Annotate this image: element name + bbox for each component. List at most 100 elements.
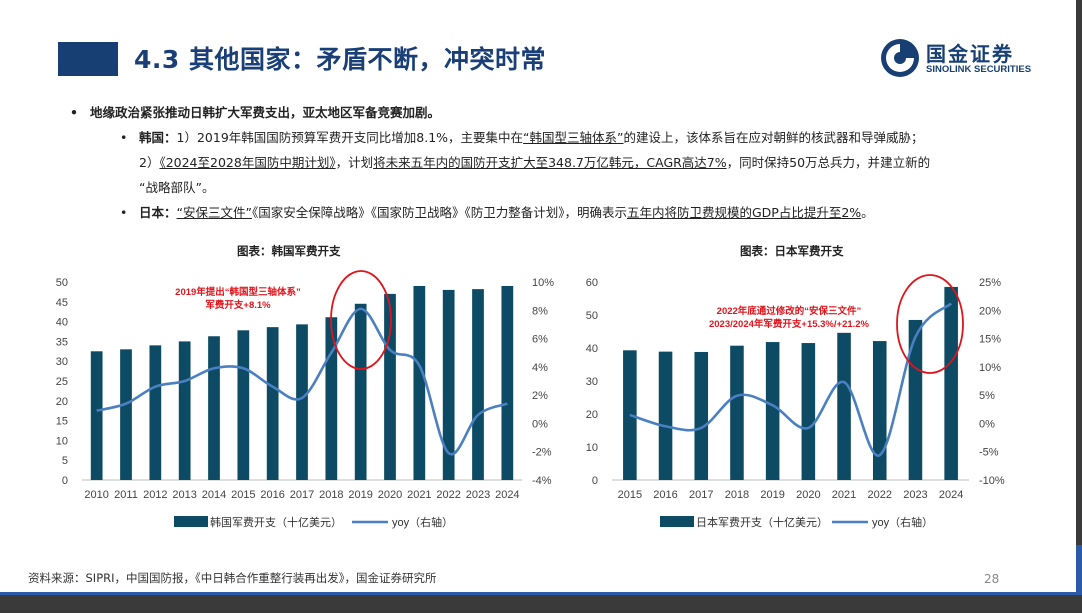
x-tick-label: 2022 — [868, 489, 892, 501]
bullet-list: • 地缘政治紧张推动日韩扩大军费支出，亚太地区军备竞赛加剧。 • 韩国：1）2019… — [70, 100, 1060, 225]
logo-text-en: SINOLINK SECURITIES — [926, 64, 1032, 75]
y-right-tick-label: 0% — [532, 418, 548, 430]
bar-2019 — [765, 342, 780, 480]
x-tick-label: 2016 — [653, 489, 677, 501]
y-right-tick-label: 8% — [532, 305, 548, 317]
x-tick-label: 2010 — [84, 489, 108, 501]
y-right-tick-label: -10% — [979, 475, 1005, 487]
bar-2024 — [944, 286, 958, 480]
y-left-tick-label: 10 — [586, 442, 598, 454]
korea-text-1: 1）2019年韩国国防预算军费开支同比增加8.1%，主要集中在 — [176, 130, 524, 145]
bar-2018 — [325, 317, 338, 480]
x-tick-label: 2024 — [939, 489, 963, 501]
y-right-tick-label: 5% — [979, 390, 995, 402]
legend-bar-swatch — [174, 516, 208, 527]
japan-text-end: 。 — [861, 205, 874, 220]
y-right-tick-label: 4% — [532, 362, 548, 374]
y-left-tick-label: 5 — [62, 455, 68, 467]
legend-bar-label: 日本军费开支（十亿美元） — [696, 515, 828, 529]
x-tick-label: 2016 — [260, 489, 284, 501]
korea-line-3: “战略部队”。 — [70, 175, 1060, 200]
x-tick-label: 2020 — [378, 489, 402, 501]
x-tick-label: 2011 — [114, 489, 138, 501]
bullet-dot: • — [120, 205, 128, 220]
x-tick-label: 2014 — [202, 489, 226, 501]
japan-text-1: 《国家安全保障战略》《国家防卫战略》《防卫力整备计划》，明确表示 — [251, 205, 627, 220]
bar-2022 — [442, 289, 455, 480]
bullet-japan: • 日本：“安保三文件”《国家安全保障战略》《国家防卫战略》《防卫力整备计划》，明… — [70, 200, 1060, 225]
japan-chart-title: 图表：日本军费开支 — [740, 244, 844, 258]
japan-lead: 日本： — [139, 205, 177, 220]
bar-2017 — [694, 351, 709, 480]
y-left-tick-label: 60 — [586, 277, 598, 289]
korea-lead: 韩国： — [139, 130, 177, 145]
legend-line-label: yoy（右轴） — [392, 515, 453, 529]
x-tick-label: 2019 — [348, 489, 372, 501]
bar-2024 — [501, 285, 514, 480]
y-right-tick-label: 20% — [979, 305, 1001, 317]
highlight-circle — [896, 274, 964, 374]
y-left-tick-label: 35 — [56, 336, 68, 348]
highlight-circle — [330, 270, 392, 370]
title-accent-bar — [58, 42, 118, 76]
page-title: 4.3 其他国家：矛盾不断，冲突时常 — [134, 45, 546, 74]
legend-bar-swatch — [660, 516, 694, 527]
y-right-tick-label: 6% — [532, 334, 548, 346]
y-left-tick-label: 40 — [586, 343, 598, 355]
x-tick-label: 2022 — [436, 489, 460, 501]
y-left-tick-label: 20 — [586, 409, 598, 421]
bullet-dot: • — [70, 105, 78, 120]
y-right-tick-label: 10% — [979, 362, 1001, 374]
y-left-tick-label: 50 — [586, 310, 598, 322]
y-left-tick-label: 45 — [56, 297, 68, 309]
right-edge-accent — [1076, 545, 1082, 592]
korea-underline-1: “韩国型三轴体系” — [523, 130, 624, 145]
y-left-tick-label: 30 — [586, 376, 598, 388]
bar-2012 — [149, 345, 162, 480]
x-tick-label: 2015 — [231, 489, 255, 501]
korea-underline-2: 《2024至2028年国防中期计划》 — [159, 155, 336, 170]
logo-mark-icon — [881, 39, 919, 77]
bar-2021 — [837, 332, 851, 480]
y-left-tick-label: 50 — [56, 277, 68, 289]
y-left-tick-label: 20 — [56, 396, 68, 408]
legend-bar-label: 韩国军费开支（十亿美元） — [210, 515, 342, 529]
bar-2015 — [237, 330, 250, 480]
x-tick-label: 2018 — [319, 489, 343, 501]
korea-underline-3: 将未来五年内的国防开支扩大至348.7万亿韩元，CAGR高达7% — [373, 155, 727, 170]
x-tick-label: 2013 — [172, 489, 196, 501]
annotation-line: 军费开支+8.1% — [205, 299, 271, 311]
bar-2017 — [296, 324, 308, 480]
x-tick-label: 2012 — [143, 489, 167, 501]
annotation-line: 2019年提出“韩国型三轴体系” — [175, 286, 301, 298]
y-left-tick-label: 40 — [56, 317, 68, 329]
bullet-main: • 地缘政治紧张推动日韩扩大军费支出，亚太地区军备竞赛加剧。 — [70, 100, 1060, 125]
korea-line-2: 2）《2024至2028年国防中期计划》，计划将未来五年内的国防开支扩大至348… — [70, 150, 1060, 175]
footer-band — [0, 595, 1082, 613]
bullet-main-text: 地缘政治紧张推动日韩扩大军费支出，亚太地区军备竞赛加剧。 — [90, 105, 441, 120]
y-right-tick-label: 15% — [979, 334, 1001, 346]
x-tick-label: 2021 — [407, 489, 431, 501]
y-left-tick-label: 30 — [56, 356, 68, 368]
bar-2020 — [801, 343, 816, 480]
korea-text-3: “战略部队”。 — [139, 180, 215, 195]
y-right-tick-label: -4% — [532, 475, 552, 487]
korea-text-2b: ，计划 — [335, 155, 374, 170]
annotation-line: 2022年底通过修改的“安保三文件” — [717, 305, 862, 317]
footer-accent-line — [0, 592, 1082, 595]
right-edge-band — [1076, 0, 1082, 592]
x-tick-label: 2019 — [760, 489, 784, 501]
x-tick-label: 2018 — [725, 489, 749, 501]
y-left-tick-label: 0 — [592, 475, 598, 487]
bar-2016 — [658, 351, 673, 480]
y-right-tick-label: 25% — [979, 277, 1001, 289]
korea-text-2a: 2） — [139, 155, 160, 170]
korea-chart-title: 图表：韩国军费开支 — [237, 244, 341, 258]
x-tick-label: 2023 — [903, 489, 927, 501]
bar-2010 — [90, 351, 103, 480]
y-left-tick-label: 0 — [62, 475, 68, 487]
annotation-line: 2023/2024年军费开支+15.3%/+21.2% — [709, 318, 870, 330]
bar-2022 — [872, 341, 887, 480]
bar-2020 — [384, 293, 396, 480]
bar-2021 — [413, 285, 426, 480]
